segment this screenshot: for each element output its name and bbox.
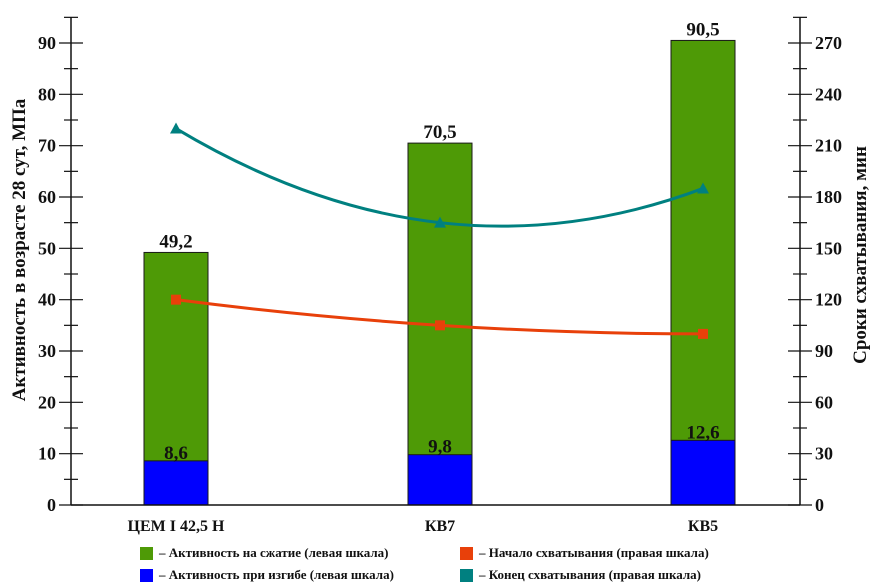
legend-label-setting-end: – Конец схватывания (правая шкала) <box>479 567 701 582</box>
legend-swatch-compression <box>140 546 153 560</box>
marker-0-1 <box>435 320 445 331</box>
y2-tick-label-180: 180 <box>815 187 842 207</box>
marker-0-2 <box>698 328 708 339</box>
data-label-compression-0: 49,2 <box>159 231 192 252</box>
legend: – Активность на сжатие (левая шкала) – Н… <box>140 541 780 587</box>
marker-1-0 <box>170 122 182 134</box>
y2-tick-label-30: 30 <box>815 444 833 464</box>
y2-tick-label-240: 240 <box>815 84 842 104</box>
legend-swatch-setting-start <box>460 546 473 560</box>
y2-tick-label-60: 60 <box>815 392 833 412</box>
axes-group: ЦЕМ I 42,5 Н КВ7 КВ5 0 10 20 30 40 50 60 70 80 90 0 30… <box>38 16 842 535</box>
bar-bending-1 <box>407 454 473 506</box>
bar-compression-2 <box>670 39 736 506</box>
legend-label-compression: – Активность на сжатие (левая шкала) <box>159 545 389 560</box>
y-tick-label-10: 10 <box>38 444 56 464</box>
y-tick-label-90: 90 <box>38 33 56 53</box>
y2-tick-label-120: 120 <box>815 290 842 310</box>
legend-item-setting-start: – Начало схватывания (правая шкала) <box>460 543 709 563</box>
bars-group: 49,2 8,6 70,5 9,8 90,5 12,6 <box>143 19 736 506</box>
chart-canvas: 49,2 8,6 70,5 9,8 90,5 12,6 ЦЕМ I 42,5 Н КВ7 КВ… <box>9 16 871 535</box>
y2-tick-label-90: 90 <box>815 341 833 361</box>
y-tick-label-70: 70 <box>38 136 56 156</box>
bar-bending-0 <box>143 460 209 506</box>
y2-axis-label: Сроки схватывания, мин <box>850 146 871 364</box>
legend-label-bending: – Активность при изгибе (левая шкала) <box>159 567 394 582</box>
y-tick-label-20: 20 <box>38 392 56 412</box>
legend-swatch-bending <box>140 568 153 582</box>
legend-item-compression: – Активность на сжатие (левая шкала) <box>140 543 389 563</box>
legend-swatch-setting-end <box>460 568 473 582</box>
legend-item-bending: – Активность при изгибе (левая шкала) <box>140 565 394 585</box>
data-label-bending-1: 9,8 <box>428 437 452 458</box>
lines-group <box>170 122 709 339</box>
y-axis-label: Активность в возрасте 28 сут, МПа <box>9 98 30 401</box>
x-tick-label-0: ЦЕМ I 42,5 Н <box>128 518 225 535</box>
y2-tick-label-210: 210 <box>815 136 842 156</box>
marker-1-2 <box>697 182 709 194</box>
y-tick-label-0: 0 <box>47 495 56 515</box>
legend-item-setting-end: – Конец схватывания (правая шкала) <box>460 565 701 585</box>
y-tick-label-40: 40 <box>38 290 56 310</box>
y-tick-label-80: 80 <box>38 84 56 104</box>
bar-bending-2 <box>670 439 736 506</box>
marker-0-0 <box>171 294 181 305</box>
marker-1-1 <box>434 216 446 228</box>
legend-label-setting-start: – Начало схватывания (правая шкала) <box>479 545 709 560</box>
data-label-compression-1: 70,5 <box>423 122 456 143</box>
data-label-bending-0: 8,6 <box>164 443 188 464</box>
data-label-bending-2: 12,6 <box>686 422 719 443</box>
y2-tick-label-270: 270 <box>815 33 842 53</box>
y-tick-label-50: 50 <box>38 238 56 258</box>
data-label-compression-2: 90,5 <box>686 19 719 40</box>
y-tick-label-30: 30 <box>38 341 56 361</box>
x-tick-label-1: КВ7 <box>425 518 455 535</box>
y-tick-label-60: 60 <box>38 187 56 207</box>
y2-tick-label-0: 0 <box>815 495 824 515</box>
x-tick-label-2: КВ5 <box>688 518 718 535</box>
y2-tick-label-150: 150 <box>815 238 842 258</box>
